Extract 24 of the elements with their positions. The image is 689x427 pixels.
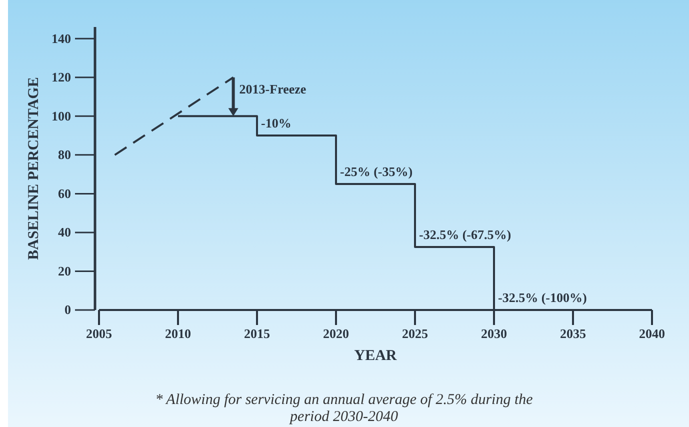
annotation: 2013-Freeze — [239, 81, 306, 96]
y-tick-label: 60 — [58, 186, 71, 201]
x-tick-label: 2040 — [639, 326, 665, 342]
x-tick-label: 2020 — [323, 326, 349, 342]
x-tick-label: 2025 — [402, 326, 428, 342]
x-tick-label: 2035 — [560, 326, 586, 342]
annotation: -32.5% (-100%) — [498, 290, 587, 305]
x-tick-label: 2005 — [86, 326, 112, 342]
x-tick-label: 2030 — [481, 326, 507, 342]
x-axis-title: YEAR — [354, 348, 397, 364]
annotation: -10% — [261, 116, 292, 131]
annotation: -25% (-35%) — [340, 164, 413, 180]
y-tick-label: 80 — [58, 147, 71, 162]
y-tick-label: 120 — [52, 70, 71, 85]
y-tick-label: 20 — [58, 263, 71, 278]
x-tick-label: 2010 — [165, 326, 191, 342]
y-tick-label: 100 — [52, 108, 71, 124]
text: * Allowing for servicing an annual average of 2.5% during the period 2030-2040 — [155, 392, 534, 425]
y-tick-label: 0 — [64, 302, 71, 318]
y-tick-label: 140 — [52, 30, 71, 46]
x-tick-label: 2015 — [244, 326, 270, 342]
annotation: -32.5% (-67.5%) — [419, 227, 512, 242]
y-tick-label: 40 — [58, 224, 71, 240]
y-axis-title: BASELINE PERCENTAGE — [26, 77, 42, 260]
